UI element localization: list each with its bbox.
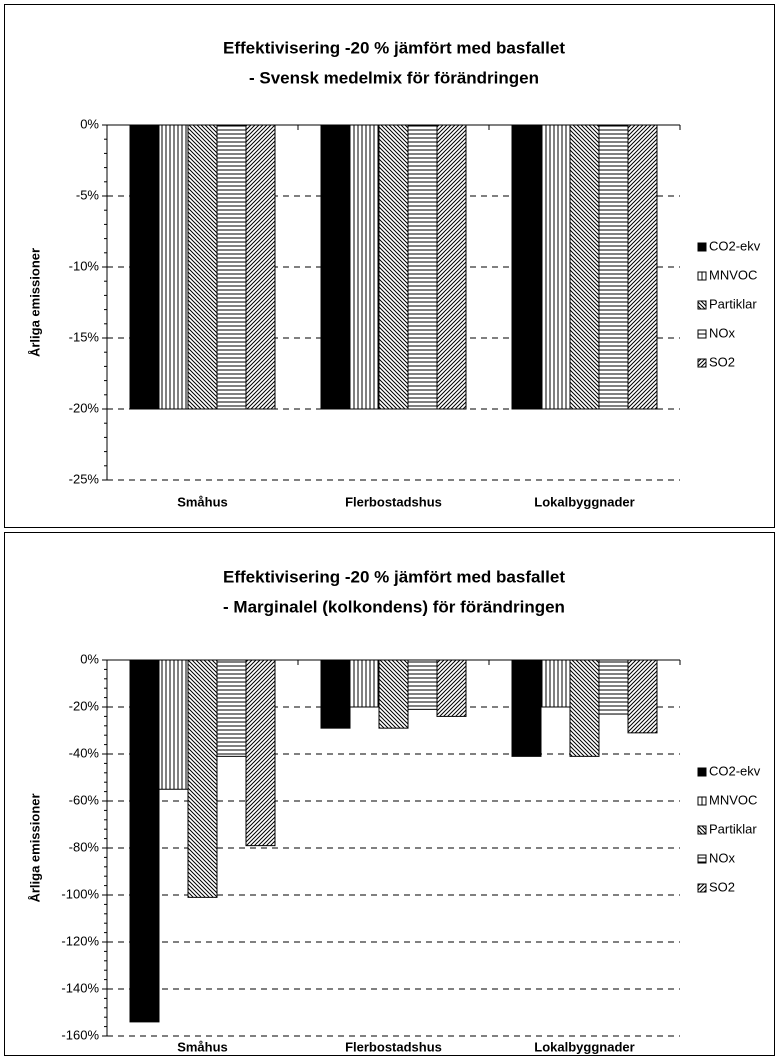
x-tick-label: Lokalbyggnader xyxy=(534,1039,634,1054)
bar xyxy=(407,659,438,710)
legend-swatch xyxy=(697,358,707,368)
bar xyxy=(598,124,629,410)
chart-border xyxy=(4,4,775,528)
x-tick-label: Flerbostadshus xyxy=(345,1039,442,1054)
legend-swatch xyxy=(697,825,707,835)
legend-label: Partiklar xyxy=(709,296,757,311)
bar xyxy=(320,659,351,729)
bar xyxy=(569,659,600,757)
x-tick-label: Småhus xyxy=(177,494,228,509)
legend-swatch xyxy=(697,271,707,281)
y-tick-label: -160% xyxy=(61,1027,99,1042)
x-tick-label: Flerbostadshus xyxy=(345,494,442,509)
chart: Effektivisering -20 % jämfört med basfal… xyxy=(4,4,775,528)
x-tick-label: Lokalbyggnader xyxy=(534,494,634,509)
bar xyxy=(320,124,351,410)
bar xyxy=(540,124,571,410)
legend-label: Partiklar xyxy=(709,821,757,836)
x-tick-label: Småhus xyxy=(177,1039,228,1054)
legend-label: CO2-ekv xyxy=(709,763,761,778)
bar xyxy=(245,659,276,847)
legend-swatch xyxy=(697,767,707,777)
y-tick-label: -140% xyxy=(61,980,99,995)
y-tick-label: -40% xyxy=(69,745,100,760)
y-tick-label: -5% xyxy=(76,187,100,202)
bar xyxy=(540,659,571,708)
bar xyxy=(158,124,189,410)
chart-subtitle: - Svensk medelmix för förändringen xyxy=(249,68,539,87)
legend-label: CO2-ekv xyxy=(709,238,761,253)
chart-title: Effektivisering -20 % jämfört med basfal… xyxy=(223,38,565,57)
legend-label: SO2 xyxy=(709,879,735,894)
bar xyxy=(187,124,218,410)
bar xyxy=(245,124,276,410)
bar xyxy=(187,659,218,898)
bar xyxy=(511,659,542,757)
y-tick-label: 0% xyxy=(80,116,99,131)
bar xyxy=(129,659,160,1023)
bar xyxy=(569,124,600,410)
y-tick-label: -60% xyxy=(69,792,100,807)
bar xyxy=(158,659,189,790)
legend-swatch xyxy=(697,883,707,893)
bar xyxy=(436,124,467,410)
y-tick-label: -20% xyxy=(69,400,100,415)
legend-label: MNVOC xyxy=(709,792,757,807)
legend-swatch xyxy=(697,300,707,310)
bar xyxy=(129,124,160,410)
chart-title: Effektivisering -20 % jämfört med basfal… xyxy=(223,567,565,586)
y-tick-label: -120% xyxy=(61,933,99,948)
bar xyxy=(598,659,629,715)
y-axis-title: Årliga emissioner xyxy=(27,793,42,902)
bar xyxy=(349,124,380,410)
legend-swatch xyxy=(697,854,707,864)
bar xyxy=(511,124,542,410)
chart-subtitle: - Marginalel (kolkondens) för förändring… xyxy=(223,597,565,616)
bar xyxy=(349,659,380,708)
legend-swatch xyxy=(697,796,707,806)
legend-label: MNVOC xyxy=(709,267,757,282)
y-axis-title: Årliga emissioner xyxy=(27,248,42,357)
bar xyxy=(436,659,467,717)
legend-label: NOx xyxy=(709,325,736,340)
chart-border xyxy=(4,532,775,1056)
bar xyxy=(627,124,658,410)
bar xyxy=(627,659,658,734)
y-tick-label: -20% xyxy=(69,698,100,713)
bar xyxy=(216,659,247,757)
bar xyxy=(407,124,438,410)
legend-swatch xyxy=(697,242,707,252)
y-tick-label: -15% xyxy=(69,329,100,344)
y-tick-label: 0% xyxy=(80,651,99,666)
y-tick-label: -25% xyxy=(69,471,100,486)
legend-label: NOx xyxy=(709,850,736,865)
bar xyxy=(216,124,247,410)
bar xyxy=(378,659,409,729)
y-tick-label: -80% xyxy=(69,839,100,854)
chart: Effektivisering -20 % jämfört med basfal… xyxy=(4,532,775,1056)
bar xyxy=(378,124,409,410)
legend-swatch xyxy=(697,329,707,339)
y-tick-label: -100% xyxy=(61,886,99,901)
legend-label: SO2 xyxy=(709,354,735,369)
y-tick-label: -10% xyxy=(69,258,100,273)
